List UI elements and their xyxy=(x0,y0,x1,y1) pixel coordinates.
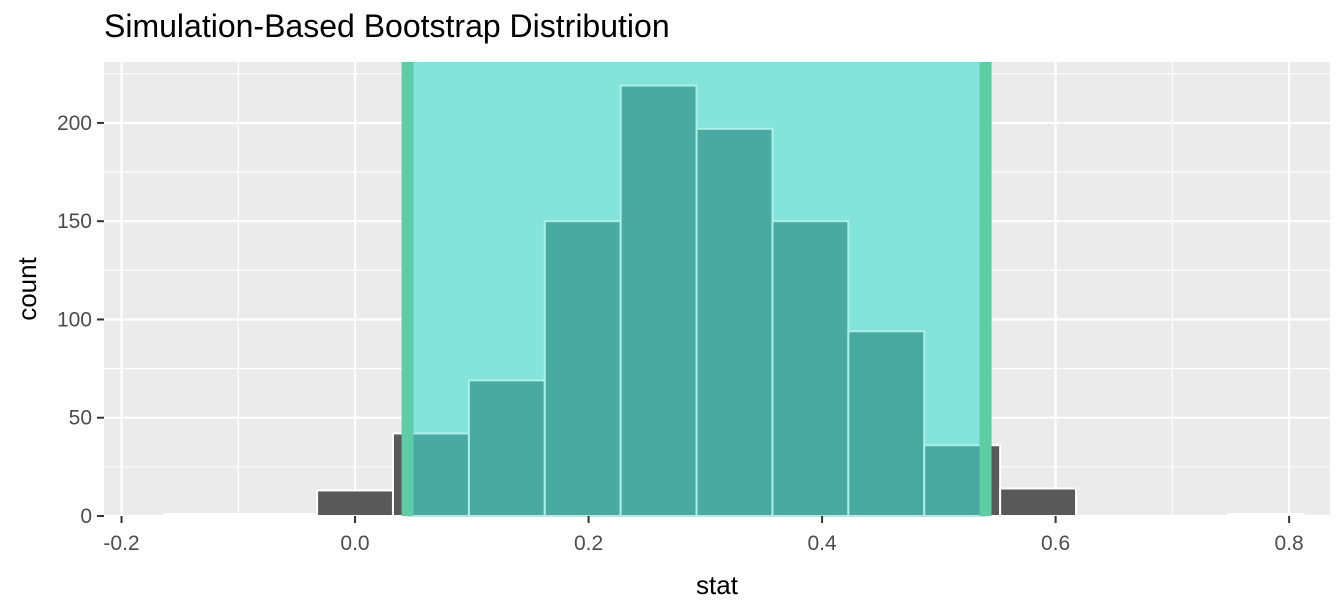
y-tick-label: 100 xyxy=(57,308,92,331)
histogram-bar xyxy=(1226,513,1305,517)
x-tick-label: 0.4 xyxy=(807,532,837,555)
x-tick-label: 0.6 xyxy=(1041,532,1070,555)
y-tick-label: 150 xyxy=(57,210,92,233)
histogram-bar xyxy=(316,489,394,518)
y-axis: 0 50 100 150 200 xyxy=(57,112,104,528)
histogram-bar xyxy=(999,487,1078,518)
histogram-bar-in-ci xyxy=(771,220,850,518)
chart-title: Simulation-Based Bootstrap Distribution xyxy=(104,8,670,44)
x-tick-label: 0.0 xyxy=(340,532,369,555)
y-tick-label: 200 xyxy=(57,112,92,135)
x-tick-label: -0.2 xyxy=(103,532,139,555)
x-axis: -0.2 0.0 0.2 0.4 0.6 0.8 xyxy=(103,516,1304,555)
histogram-bar-in-ci xyxy=(543,220,622,518)
histogram-bar-in-ci xyxy=(923,444,987,518)
histogram-bar xyxy=(164,513,243,517)
histogram-bar-in-ci xyxy=(695,127,774,517)
x-tick-label: 0.2 xyxy=(574,532,603,555)
histogram-bar-in-ci xyxy=(406,432,470,518)
histogram-bar-in-ci xyxy=(467,379,546,517)
x-axis-label: stat xyxy=(696,570,739,600)
y-axis-label: count xyxy=(12,256,42,320)
confidence-interval-shading xyxy=(401,62,992,518)
y-tick-label: 0 xyxy=(80,505,92,528)
x-tick-label: 0.8 xyxy=(1275,532,1304,555)
histogram-bar-in-ci xyxy=(847,330,926,517)
histogram-bar xyxy=(240,513,319,517)
y-tick-label: 50 xyxy=(69,407,92,430)
histogram-bar-in-ci xyxy=(619,84,698,518)
